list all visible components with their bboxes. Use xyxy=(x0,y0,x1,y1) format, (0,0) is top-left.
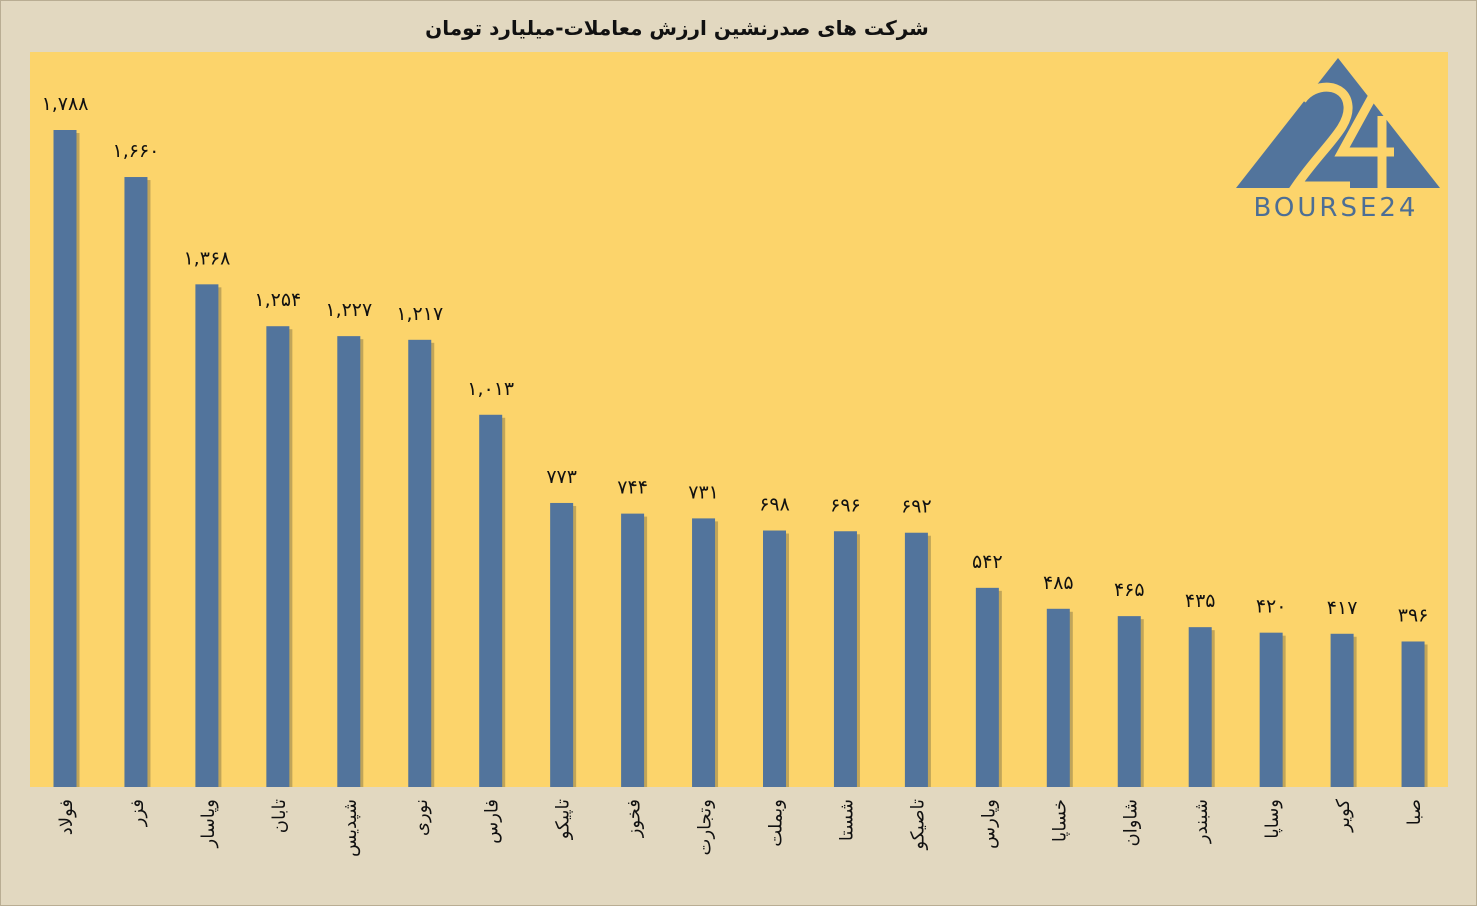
category-label: صبا xyxy=(1404,799,1425,825)
category-label: وپاسار xyxy=(198,799,219,848)
bar-value-label: ۱,۲۲۷ xyxy=(325,299,372,321)
bar xyxy=(408,339,432,787)
category-label: کویر xyxy=(1333,799,1354,833)
category-label: تابان xyxy=(269,799,290,833)
category-label: وتجارت xyxy=(695,799,716,855)
bar-value-label: ۱,۲۵۴ xyxy=(254,289,301,311)
bar-value-label: ۳۹۶ xyxy=(1398,604,1429,626)
category-label: تاصیکو xyxy=(907,799,928,850)
bar xyxy=(1046,608,1070,787)
bar xyxy=(53,130,77,787)
bar xyxy=(621,513,645,787)
category-label: تاپیکو xyxy=(553,799,574,840)
bar xyxy=(479,414,503,787)
bar-value-label: ۶۹۶ xyxy=(830,494,861,516)
bar xyxy=(1330,633,1354,787)
bar-value-label: ۵۴۲ xyxy=(972,551,1003,573)
category-label: فولاد xyxy=(56,799,77,835)
category-label: خساپا xyxy=(1049,799,1070,842)
bar-value-label: ۷۴۴ xyxy=(617,477,648,499)
bar xyxy=(1188,627,1212,787)
bar xyxy=(692,518,716,787)
bar-value-label: ۱,۲۱۷ xyxy=(396,303,443,325)
category-label: شاوان xyxy=(1120,799,1141,846)
bar-value-label: ۴۱۷ xyxy=(1327,597,1358,619)
category-label: وساپا xyxy=(1262,799,1283,839)
category-label: فخوز xyxy=(624,799,645,838)
bar xyxy=(1259,632,1283,787)
bar-value-label: ۴۲۰ xyxy=(1256,596,1287,618)
chart-title: شرکت های صدرنشین ارزش معاملات-میلیارد تو… xyxy=(425,16,929,40)
category-label: شستا xyxy=(836,799,857,841)
bar-value-label: ۷۳۱ xyxy=(688,481,719,503)
bar-value-label: ۱,۶۶۰ xyxy=(113,140,160,162)
bar-value-label: ۷۷۳ xyxy=(546,466,577,488)
bar-value-label: ۱,۷۸۸ xyxy=(42,93,89,115)
bar xyxy=(763,530,786,787)
bar xyxy=(833,531,857,787)
watermark-text: BOURSE24 xyxy=(1253,193,1419,223)
bar-value-label: ۴۶۵ xyxy=(1114,579,1145,601)
category-label: فارس xyxy=(482,799,503,844)
bar xyxy=(124,177,148,787)
category-label: وبملت xyxy=(766,799,787,847)
bourse24-logo-icon xyxy=(1236,58,1440,191)
bar xyxy=(975,587,999,787)
category-label: فزر xyxy=(127,799,148,827)
category-label: نوری xyxy=(411,799,432,836)
bar xyxy=(550,502,574,787)
bar xyxy=(1117,616,1141,787)
bar-value-label: ۱,۳۶۸ xyxy=(183,247,230,269)
bar-value-label: ۶۹۸ xyxy=(759,494,790,516)
bar-value-label: ۴۳۵ xyxy=(1185,590,1216,612)
bar xyxy=(337,336,361,787)
category-label: شپدیس xyxy=(340,799,361,857)
bar-value-label: ۴۸۵ xyxy=(1043,572,1074,594)
category-label: وپارس xyxy=(978,799,999,849)
bar-value-label: ۱,۰۱۳ xyxy=(467,378,514,400)
category-label: شبندر xyxy=(1191,799,1212,844)
bar xyxy=(266,326,290,787)
bar xyxy=(904,532,928,787)
bar xyxy=(1401,641,1425,787)
bar-value-label: ۶۹۲ xyxy=(901,496,932,518)
bar xyxy=(195,284,219,787)
